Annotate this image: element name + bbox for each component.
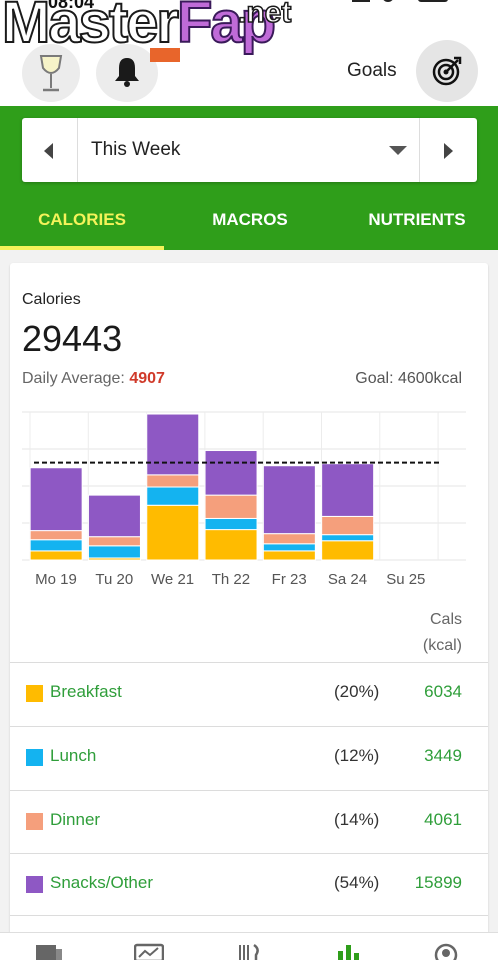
bar-segment <box>321 540 375 561</box>
legend-row-snacks[interactable]: Snacks/Other (54%) 15899 <box>10 853 488 916</box>
goals-label[interactable]: Goals <box>347 60 397 81</box>
bar-segment <box>29 539 83 552</box>
bar-segment <box>204 517 258 531</box>
bar-segment <box>87 536 141 547</box>
legend-value: 4061 <box>424 810 462 829</box>
bar-segment <box>87 494 141 538</box>
cals-header-line1: Cals <box>429 611 462 628</box>
daily-average: Daily Average: 4907 <box>22 370 165 388</box>
bar-segment <box>146 413 200 476</box>
bar-segment <box>204 494 258 519</box>
cals-header-line2: (kcal) <box>422 637 462 654</box>
signal-icon <box>352 0 370 2</box>
legend-percent: (20%) <box>334 682 380 701</box>
bar-segment <box>146 474 200 488</box>
legend-percent: (54%) <box>334 873 380 892</box>
tab-nutrients[interactable]: NUTRIENTS <box>336 198 498 250</box>
calories-chart <box>22 411 466 561</box>
food-icon[interactable] <box>234 943 264 960</box>
breakfast-swatch <box>26 685 43 702</box>
bar-segment <box>204 450 258 496</box>
daily-average-label: Daily Average: <box>22 370 125 387</box>
dinner-swatch <box>26 813 43 830</box>
wine-glass-icon <box>39 55 63 92</box>
bar-segment <box>262 543 316 552</box>
bar-segment <box>29 550 83 561</box>
bar-segment <box>87 545 141 559</box>
wifi-icon <box>382 0 394 2</box>
tab-macros-label: MACROS <box>212 210 288 229</box>
bar-segment <box>146 486 200 506</box>
legend-row-breakfast[interactable]: Breakfast (20%) 6034 <box>10 662 488 725</box>
legend-percent: (14%) <box>334 810 380 829</box>
watermark-net: .net <box>237 0 292 30</box>
legend-name: Lunch <box>50 746 97 765</box>
bottom-nav <box>0 932 498 960</box>
cals-column-header: Cals (kcal) <box>423 607 462 659</box>
legend-name: Dinner <box>50 810 101 829</box>
x-tick-label: Tu 20 <box>95 571 134 588</box>
legend-percent: (12%) <box>334 746 380 765</box>
target-icon <box>432 56 462 86</box>
x-tick-label: Su 25 <box>386 571 426 588</box>
legend-row-lunch[interactable]: Lunch (12%) 3449 <box>10 726 488 789</box>
lunch-swatch <box>26 749 43 766</box>
legend-name: Breakfast <box>50 682 122 701</box>
bar-segment <box>29 467 83 532</box>
bar-segment <box>321 515 375 536</box>
reports-icon[interactable] <box>334 943 364 960</box>
bar-segment <box>146 504 200 561</box>
legend-value: 15899 <box>414 873 462 892</box>
daily-average-value: 4907 <box>129 370 165 387</box>
bar-segment <box>262 533 316 545</box>
more-icon[interactable] <box>432 943 462 960</box>
week-selector[interactable]: This Week <box>22 118 477 182</box>
x-tick-label: Mo 19 <box>35 571 77 588</box>
badge-chip <box>150 48 180 62</box>
bell-icon <box>115 58 139 87</box>
legend-value: 3449 <box>424 746 462 765</box>
total-calories: 29443 <box>22 318 123 359</box>
legend-value: 6034 <box>424 682 462 701</box>
tab-macros[interactable]: MACROS <box>166 198 334 250</box>
alcohol-button[interactable] <box>22 44 80 102</box>
x-tick-label: Fr 23 <box>271 571 307 588</box>
watermark: MasterFap <box>1 0 277 55</box>
bar-segment <box>262 550 316 561</box>
bar-segment <box>262 465 316 535</box>
watermark-master: Master <box>1 0 180 55</box>
next-week-button[interactable] <box>419 118 477 182</box>
progress-icon[interactable] <box>133 943 165 960</box>
snacks-swatch <box>26 876 43 893</box>
tab-calories[interactable]: CALORIES <box>0 198 164 250</box>
goal-label: Goal: 4600kcal <box>355 370 462 387</box>
status-time: 08:04 <box>48 0 95 12</box>
chevron-right-icon <box>444 143 453 159</box>
watermark-fap: Fap <box>176 0 277 55</box>
legend-row-dinner[interactable]: Dinner (14%) 4061 <box>10 790 488 853</box>
bar-segment <box>204 529 258 561</box>
battery-icon <box>418 0 448 2</box>
tab-nutrients-label: NUTRIENTS <box>368 210 466 229</box>
notifications-button[interactable] <box>96 44 158 102</box>
bar-segment <box>321 463 375 517</box>
x-tick-label: We 21 <box>151 571 195 588</box>
dropdown-caret-icon[interactable] <box>389 146 407 155</box>
x-tick-label: Th 22 <box>211 571 251 588</box>
calories-card <box>10 263 488 960</box>
bar-segment <box>321 534 375 542</box>
diary-icon[interactable] <box>34 943 64 960</box>
goals-button[interactable] <box>416 40 478 102</box>
card-title: Calories <box>22 291 81 308</box>
week-label[interactable]: This Week <box>91 139 181 160</box>
chevron-left-icon <box>44 143 53 159</box>
legend-name: Snacks/Other <box>50 873 153 892</box>
bar-segment <box>29 530 83 541</box>
status-icons <box>348 0 458 6</box>
top-bar <box>0 0 498 106</box>
x-tick-label: Sa 24 <box>327 571 368 588</box>
tab-calories-label: CALORIES <box>38 210 126 229</box>
previous-week-button[interactable] <box>22 118 78 182</box>
